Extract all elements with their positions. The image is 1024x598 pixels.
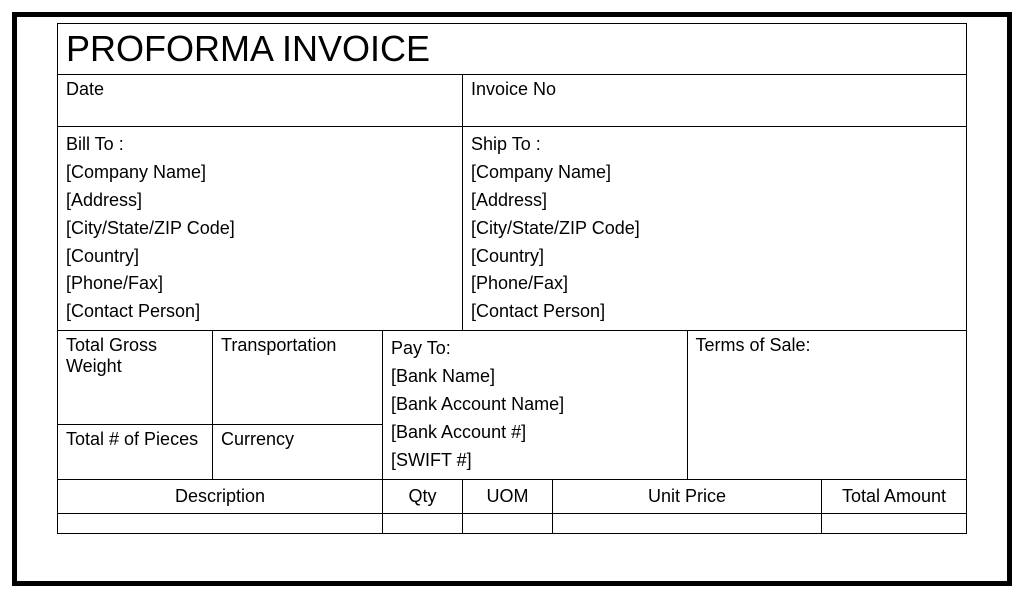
invoice-no-cell: Invoice No: [463, 75, 967, 127]
ship-to-csz: [City/State/ZIP Code]: [471, 215, 958, 243]
ship-to-label: Ship To :: [471, 131, 958, 159]
line-uom: [463, 513, 553, 533]
pay-to-swift: [SWIFT #]: [391, 447, 679, 475]
pay-to-account-name: [Bank Account Name]: [391, 391, 679, 419]
line-items-header: Description Qty UOM Unit Price Total Amo…: [58, 479, 967, 513]
bill-to-phone: [Phone/Fax]: [66, 270, 454, 298]
pay-to-cell: Pay To: [Bank Name] [Bank Account Name] …: [383, 331, 688, 479]
col-description: Description: [58, 479, 383, 513]
bill-to-company: [Company Name]: [66, 159, 454, 187]
invoice-table: PROFORMA INVOICE Date Invoice No Bill To…: [57, 23, 967, 534]
ship-to-cell: Ship To : [Company Name] [Address] [City…: [463, 127, 967, 331]
invoice-title: PROFORMA INVOICE: [58, 24, 967, 75]
line-item-row: [58, 513, 967, 533]
line-qty: [383, 513, 463, 533]
date-invoice-row: Date Invoice No: [58, 75, 967, 127]
currency-cell: Currency: [213, 424, 383, 479]
line-unit-price: [553, 513, 822, 533]
meta-row-1: Total Gross Weight Transportation Pay To…: [58, 331, 967, 424]
bill-to-contact: [Contact Person]: [66, 298, 454, 326]
pay-to-account-num: [Bank Account #]: [391, 419, 679, 447]
date-cell: Date: [58, 75, 463, 127]
col-unit-price: Unit Price: [553, 479, 822, 513]
bill-to-address: [Address]: [66, 187, 454, 215]
col-uom: UOM: [463, 479, 553, 513]
bill-to-cell: Bill To : [Company Name] [Address] [City…: [58, 127, 463, 331]
pay-to-label: Pay To:: [391, 335, 679, 363]
transportation-cell: Transportation: [213, 331, 383, 424]
col-qty: Qty: [383, 479, 463, 513]
col-total-amount: Total Amount: [822, 479, 967, 513]
ship-to-phone: [Phone/Fax]: [471, 270, 958, 298]
bill-to-label: Bill To :: [66, 131, 454, 159]
ship-to-company: [Company Name]: [471, 159, 958, 187]
ship-to-country: [Country]: [471, 243, 958, 271]
bill-to-csz: [City/State/ZIP Code]: [66, 215, 454, 243]
line-description: [58, 513, 383, 533]
ship-to-contact: [Contact Person]: [471, 298, 958, 326]
line-total-amount: [822, 513, 967, 533]
pay-to-bank-name: [Bank Name]: [391, 363, 679, 391]
gross-weight-cell: Total Gross Weight: [58, 331, 213, 424]
invoice-frame: PROFORMA INVOICE Date Invoice No Bill To…: [12, 12, 1012, 586]
pieces-cell: Total # of Pieces: [58, 424, 213, 479]
address-row: Bill To : [Company Name] [Address] [City…: [58, 127, 967, 331]
ship-to-address: [Address]: [471, 187, 958, 215]
bill-to-country: [Country]: [66, 243, 454, 271]
title-row: PROFORMA INVOICE: [58, 24, 967, 75]
terms-cell: Terms of Sale:: [687, 331, 967, 479]
